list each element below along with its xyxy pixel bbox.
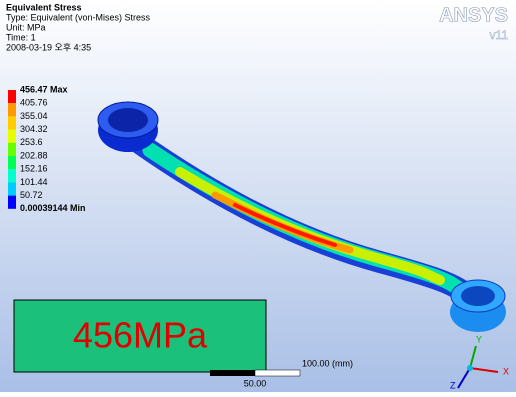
triad-z: Z <box>450 380 456 390</box>
legend-swatch <box>8 90 16 103</box>
logo-version: v11 <box>490 28 509 42</box>
legend-swatch <box>8 116 16 129</box>
scale-bar-light <box>255 370 300 376</box>
info-line: Unit: MPa <box>6 22 46 32</box>
result-title: Equivalent Stress <box>6 2 82 12</box>
legend-swatch <box>8 103 16 116</box>
scale-half: 50.00 <box>244 378 267 388</box>
legend-label: 456.47 Max <box>20 84 68 94</box>
scale-length: 100.00 (mm) <box>302 358 353 368</box>
triad-x: X <box>503 366 509 376</box>
triad-y: Y <box>476 334 482 344</box>
legend-label: 101.44 <box>20 177 48 187</box>
page: Equivalent Stress Type: Equivalent (von-… <box>0 0 516 397</box>
legend-label: 304.32 <box>20 124 48 134</box>
legend-label: 253.6 <box>20 137 43 147</box>
legend-label: 152.16 <box>20 164 48 174</box>
legend-swatch <box>8 156 16 169</box>
info-line: Type: Equivalent (von-Mises) Stress <box>6 12 151 22</box>
viewport: Equivalent Stress Type: Equivalent (von-… <box>0 0 516 392</box>
legend-label: 50.72 <box>20 190 43 200</box>
legend-label: 405.76 <box>20 98 48 108</box>
legend-label: 355.04 <box>20 111 48 121</box>
legend-label: 202.88 <box>20 150 48 160</box>
scale-bar-dark <box>210 370 255 376</box>
legend-swatch <box>8 130 16 143</box>
legend-swatch <box>8 169 16 182</box>
info-line: Time: 1 <box>6 32 36 42</box>
info-line: 2008-03-19 오후 4:35 <box>6 42 91 52</box>
legend-swatch <box>8 196 16 209</box>
legend-swatch <box>8 182 16 195</box>
legend-label: 0.00039144 Min <box>20 203 86 213</box>
callout-text: 456MPa <box>73 315 208 356</box>
logo-brand: ANSYS <box>439 4 508 26</box>
legend-swatch <box>8 143 16 156</box>
